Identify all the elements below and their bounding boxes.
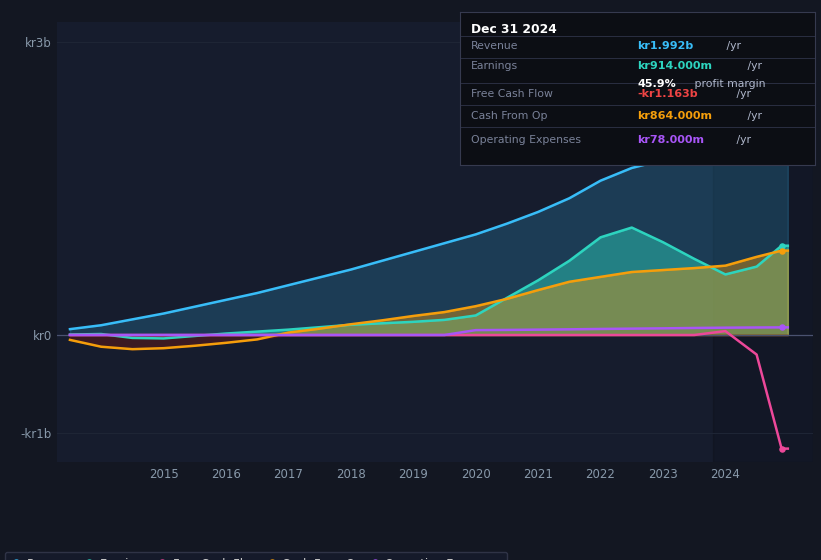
Point xyxy=(775,241,788,250)
Text: Revenue: Revenue xyxy=(470,41,518,52)
Bar xyxy=(713,22,813,462)
Point xyxy=(775,136,788,145)
Text: -kr1.163b: -kr1.163b xyxy=(637,89,698,99)
Point xyxy=(775,246,788,255)
Text: Cash From Op: Cash From Op xyxy=(470,111,547,121)
Text: 45.9%: 45.9% xyxy=(637,79,677,89)
Text: /yr: /yr xyxy=(733,89,751,99)
Text: Earnings: Earnings xyxy=(470,61,518,71)
Point xyxy=(775,323,788,332)
Text: Operating Expenses: Operating Expenses xyxy=(470,135,580,144)
Text: /yr: /yr xyxy=(722,41,741,52)
Legend: Revenue, Earnings, Free Cash Flow, Cash From Op, Operating Expenses: Revenue, Earnings, Free Cash Flow, Cash … xyxy=(5,552,507,560)
Text: profit margin: profit margin xyxy=(690,79,765,89)
Text: /yr: /yr xyxy=(733,135,751,144)
Text: /yr: /yr xyxy=(744,111,762,121)
Text: Dec 31 2024: Dec 31 2024 xyxy=(470,23,557,36)
Text: kr1.992b: kr1.992b xyxy=(637,41,694,52)
Text: /yr: /yr xyxy=(744,61,762,71)
Text: kr864.000m: kr864.000m xyxy=(637,111,713,121)
Text: kr914.000m: kr914.000m xyxy=(637,61,713,71)
Point xyxy=(775,444,788,453)
Text: Free Cash Flow: Free Cash Flow xyxy=(470,89,553,99)
Text: kr78.000m: kr78.000m xyxy=(637,135,704,144)
